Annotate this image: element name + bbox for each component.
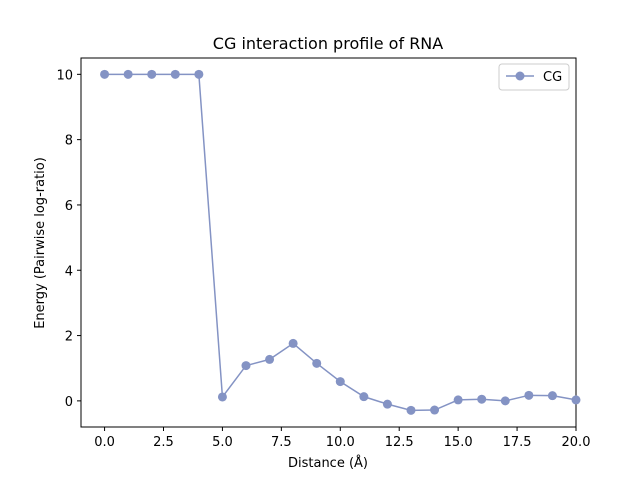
x-axis-label: Distance (Å) (288, 455, 368, 471)
x-tick-label: 17.5 (503, 435, 532, 450)
x-tick-label: 15.0 (444, 435, 473, 450)
x-tick-label: 2.5 (153, 435, 174, 450)
x-tick-label: 20.0 (562, 435, 591, 450)
legend-label: CG (543, 70, 562, 85)
plot-area (80, 57, 577, 428)
data-point (312, 358, 322, 368)
data-point (265, 354, 275, 364)
data-point (359, 392, 369, 402)
data-point (100, 69, 110, 79)
x-tick-label: 7.5 (271, 435, 292, 450)
series-layer (100, 69, 581, 415)
y-tick-label: 2 (65, 330, 73, 345)
data-point (500, 396, 510, 406)
y-tick-label: 6 (65, 199, 73, 214)
data-point (288, 338, 298, 348)
x-tick-label: 12.5 (385, 435, 414, 450)
data-point (194, 69, 204, 79)
x-tick-label: 0.0 (94, 435, 115, 450)
x-tick-label: 10.0 (326, 435, 355, 450)
legend: CG (498, 63, 570, 91)
plot-frame (80, 57, 577, 428)
y-axis: 0 2 4 6 8 10 (56, 68, 81, 410)
series-line-CG (104, 73, 577, 412)
y-tick-label: 4 (65, 264, 73, 279)
y-tick-label: 8 (65, 134, 73, 149)
data-point (430, 405, 440, 415)
x-tick-label: 5.0 (212, 435, 233, 450)
legend-box (498, 63, 570, 91)
data-point (524, 390, 534, 400)
data-point (123, 69, 133, 79)
x-axis: 0.0 2.5 5.0 7.5 10.0 12.5 15.0 17.5 20.0 (94, 427, 590, 450)
y-tick-label: 0 (65, 395, 73, 410)
y-tick-label: 10 (56, 68, 73, 83)
data-point (477, 394, 487, 404)
data-point (241, 361, 251, 371)
legend-marker (515, 71, 525, 81)
data-point (335, 377, 345, 387)
data-point (147, 69, 157, 79)
y-axis-label: Energy (Pairwise log-ratio) (33, 157, 48, 329)
data-point (382, 399, 392, 409)
data-point (453, 395, 463, 405)
data-point (406, 405, 416, 415)
data-point (217, 392, 227, 402)
data-point (547, 391, 557, 401)
chart-title: CG interaction profile of RNA (213, 34, 443, 53)
data-point (170, 69, 180, 79)
data-point (571, 395, 581, 405)
